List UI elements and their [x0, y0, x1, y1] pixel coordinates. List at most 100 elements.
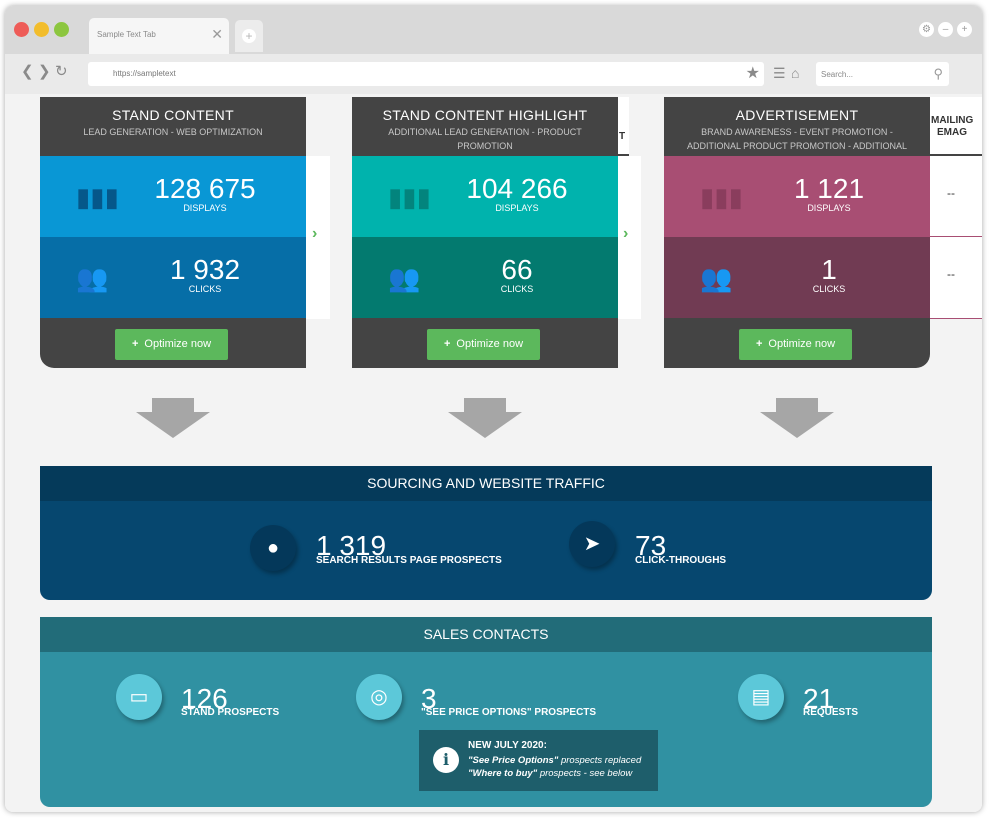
mailing-value-2: -- [947, 267, 955, 281]
next-panel-1[interactable]: › [306, 156, 330, 319]
displays-metric: ▮▮▮ 104 266 DISPLAYS [352, 156, 618, 237]
card-advertisement: ADVERTISEMENT BRAND AWARENESS - EVENT PR… [664, 97, 930, 368]
bar-chart-icon: ▮▮▮ [76, 182, 119, 212]
clicks-metric: 👥 1 CLICKS [664, 237, 930, 318]
reload-icon[interactable]: ↻ [55, 63, 68, 80]
optimize-now-button[interactable]: + Optimize now [115, 329, 228, 360]
plus-icon: + [131, 338, 139, 350]
plus-icon: + [242, 29, 256, 43]
card-title: STAND CONTENT [112, 107, 234, 123]
users-icon: 👥 [76, 263, 109, 293]
page-content: MAILING EMAG -- -- › T › STAND CONTENT L… [5, 94, 982, 812]
clicks-label: CLICKS [812, 284, 846, 294]
displays-value: 128 675 [154, 173, 256, 204]
clipped-header-1: T [617, 97, 629, 156]
clipped-header-char: T [619, 131, 626, 142]
tab-close-icon[interactable]: ✕ [211, 26, 223, 42]
notice-title: NEW JULY 2020: [468, 740, 547, 751]
optimize-now-button[interactable]: + Optimize now [739, 329, 852, 360]
back-icon[interactable]: ❮ [21, 63, 34, 80]
optimize-now-label: Optimize now [144, 338, 212, 350]
plus-icon: + [755, 338, 763, 350]
card-header: ADVERTISEMENT BRAND AWARENESS - EVENT PR… [664, 97, 930, 165]
mailing-column-header: MAILING EMAG [929, 97, 982, 156]
clicks-value: 1 [821, 254, 837, 285]
optimize-now-label: Optimize now [456, 338, 524, 350]
card-stand-content: STAND CONTENT LEAD GENERATION - WEB OPTI… [40, 97, 306, 368]
card-header: STAND CONTENT LEAD GENERATION - WEB OPTI… [40, 97, 306, 156]
forward-icon[interactable]: ❯ [38, 63, 51, 80]
notice-line-2-bold: "Where to buy" [468, 768, 538, 779]
notice-line-1-bold: "See Price Options" [468, 755, 559, 766]
clicks-value: 1 932 [169, 254, 241, 285]
clicks-label: CLICKS [188, 284, 222, 294]
displays-metric: ▮▮▮ 128 675 DISPLAYS [40, 156, 306, 237]
title-bar: Sample Text Tab ✕ + ⚙ – + [5, 6, 982, 54]
card-title: STAND CONTENT HIGHLIGHT [382, 107, 588, 123]
bookmark-star-icon[interactable]: ★ [745, 65, 760, 82]
displays-value: 1 121 [793, 173, 865, 204]
notice-line-1-rest: prospects replaced [558, 755, 642, 766]
target-icon: ◎ [356, 674, 402, 720]
mailing-header-line2: EMAG [937, 127, 967, 138]
next-panel-2[interactable]: › [617, 156, 641, 319]
search-icon[interactable]: ⚲ [933, 66, 943, 81]
stand-prospects-value: 126 [181, 683, 228, 714]
optimize-now-button[interactable]: + Optimize now [427, 329, 540, 360]
card-subtitle: ADDITIONAL LEAD GENERATION - PRODUCT PRO… [388, 127, 582, 151]
displays-label: DISPLAYS [495, 203, 539, 213]
plus-icon: + [443, 338, 451, 350]
close-window-button[interactable] [14, 22, 29, 37]
notice-line-2: "Where to buy" prospects - see below [468, 768, 632, 779]
clicks-value: 66 [501, 254, 533, 285]
displays-label: DISPLAYS [807, 203, 851, 213]
cursor-icon: ➤ [569, 521, 615, 567]
add-icon[interactable]: + [957, 22, 972, 37]
tab-title: Sample Text Tab [97, 30, 156, 39]
stand-prospects-label: STAND PROSPECTS [181, 707, 280, 718]
users-icon: 👥 [700, 263, 733, 293]
home-icon[interactable]: ⌂ [791, 65, 800, 81]
search-placeholder: Search... [821, 70, 854, 79]
mailing-cell-1: -- [929, 156, 982, 237]
bar-chart-icon: ▮▮▮ [700, 182, 743, 212]
requests-value: 21 [803, 683, 835, 714]
mailing-header-line1: MAILING [931, 115, 974, 126]
address-bar[interactable]: https://sampletext ★ [88, 62, 764, 86]
minimize-icon[interactable]: – [938, 22, 953, 37]
prospects-value: 1 319 [316, 530, 387, 561]
card-header: STAND CONTENT HIGHLIGHT ADDITIONAL LEAD … [352, 97, 618, 156]
user-icon: ● [250, 525, 296, 571]
clicks-label: CLICKS [500, 284, 534, 294]
search-input[interactable]: Search... ⚲ [816, 62, 949, 86]
down-arrow-icon [448, 398, 522, 438]
browser-window: Sample Text Tab ✕ + ⚙ – + ❮ ❯ ↻ https://… [5, 6, 982, 812]
down-arrow-icon [760, 398, 834, 438]
displays-value: 104 266 [466, 173, 568, 204]
browser-tab[interactable]: Sample Text Tab ✕ [89, 18, 229, 54]
chevron-right-icon[interactable]: › [312, 225, 318, 242]
browser-toolbar: ❮ ❯ ↻ https://sampletext ★ ☰ ⌂ Search...… [5, 54, 982, 94]
url-text: https://sampletext [113, 69, 176, 78]
maximize-window-button[interactable] [54, 22, 69, 37]
price-options-value: 3 [421, 683, 437, 714]
users-icon: 👥 [388, 263, 421, 293]
mailing-value-1: -- [947, 186, 955, 200]
down-arrow-icon [136, 398, 210, 438]
click-throughs-value: 73 [635, 530, 667, 561]
traffic-title: SOURCING AND WEBSITE TRAFFIC [40, 466, 932, 501]
mailing-cell-2: -- [929, 237, 982, 319]
new-tab-button[interactable]: + [235, 20, 263, 52]
settings-icon[interactable]: ⚙ [919, 22, 934, 37]
card-subtitle: LEAD GENERATION - WEB OPTIMIZATION [83, 127, 263, 137]
traffic-panel: SOURCING AND WEBSITE TRAFFIC ● 1 319 SEA… [40, 466, 932, 600]
minimize-window-button[interactable] [34, 22, 49, 37]
chevron-right-icon[interactable]: › [623, 225, 629, 242]
chat-icon: ▤ [738, 674, 784, 720]
menu-icon[interactable]: ☰ [773, 65, 786, 81]
notice-line-2-rest: prospects - see below [537, 768, 633, 779]
bar-chart-icon: ▮▮▮ [388, 182, 431, 212]
sales-panel: SALES CONTACTS ▭ 126 STAND PROSPECTS ◎ 3… [40, 617, 932, 807]
mailing-column: MAILING EMAG -- -- [929, 97, 982, 323]
info-icon: i [433, 747, 459, 773]
